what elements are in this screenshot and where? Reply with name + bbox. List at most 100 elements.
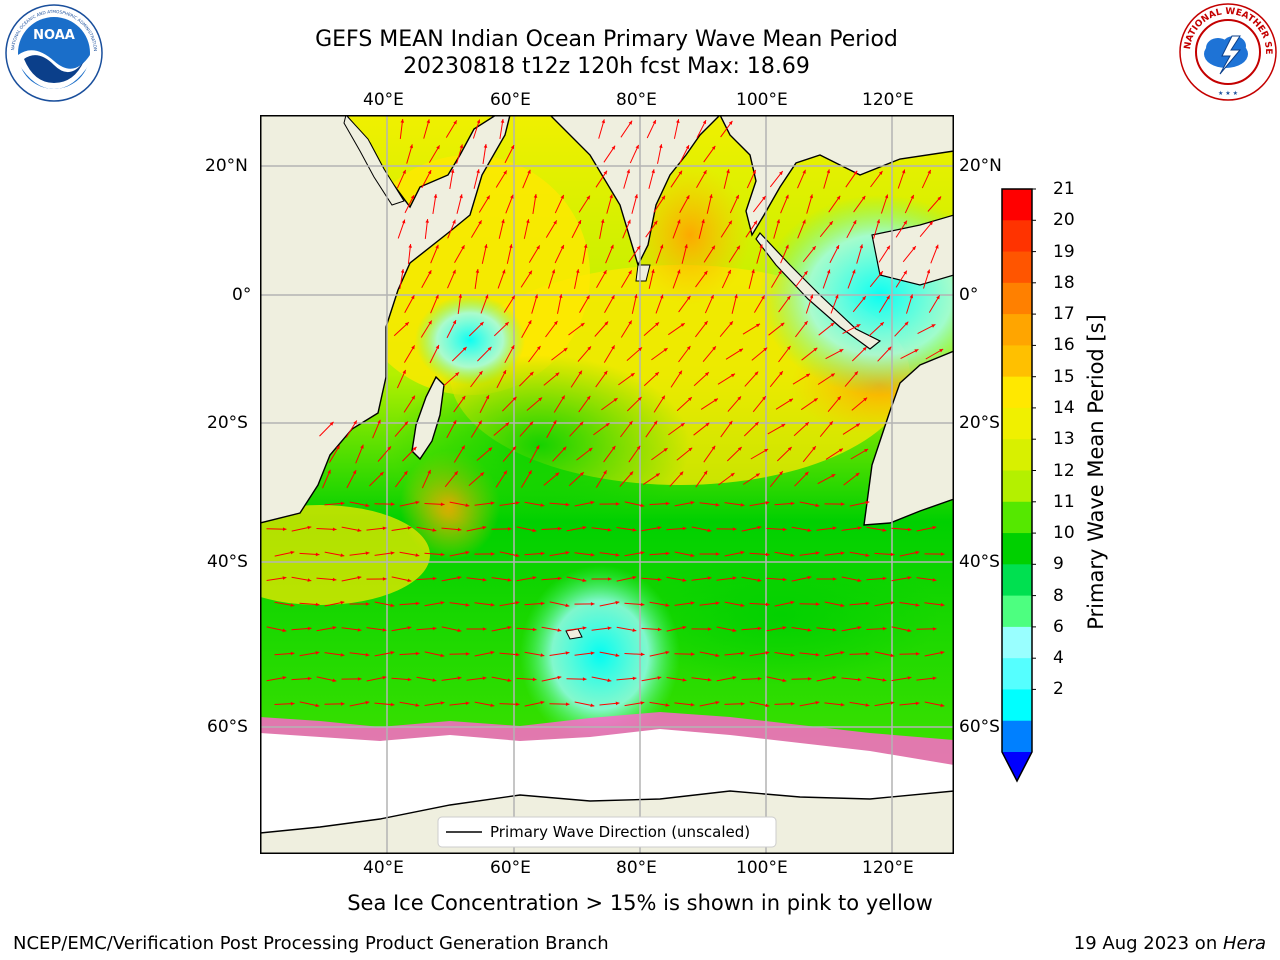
colorbar-outline (1001, 188, 1033, 783)
wave-arrowhead (728, 120, 733, 125)
sea-ice-caption: Sea Ice Concentration > 15% is shown in … (347, 891, 933, 915)
direction-legend: Primary Wave Direction (unscaled) (437, 816, 777, 848)
wave-arrowhead (936, 295, 940, 300)
wave-arrowhead (536, 245, 540, 250)
wave-arrowhead (482, 578, 487, 582)
wave-arrowhead (781, 424, 786, 428)
wave-arrowhead (512, 396, 517, 401)
wave-arrowhead (790, 653, 795, 657)
colorbar-tick-label: 18 (1053, 272, 1075, 293)
wave-arrowhead (806, 373, 810, 378)
noaa-logo: NOAA NATIONAL OCEANIC AND ATMOSPHERIC AD… (4, 3, 103, 102)
wave-arrowhead (411, 345, 415, 350)
map-frame (260, 115, 954, 854)
wave-arrowhead (332, 527, 337, 532)
colorbar-segment (1002, 345, 1032, 378)
wave-arrowhead (561, 395, 565, 400)
wave-arrowhead (452, 269, 456, 274)
wave-arrowhead (857, 578, 862, 583)
wave-arrowhead (340, 702, 345, 706)
wave-arrowhead (432, 678, 437, 682)
wave-arrowhead (807, 677, 812, 681)
wave-arrowhead (807, 575, 812, 580)
wave-arrowhead (804, 321, 808, 325)
wave-arrowhead (410, 195, 414, 200)
wave-arrowhead (382, 577, 387, 581)
wave-arrowhead (540, 653, 545, 657)
wave-arrowhead (764, 449, 769, 453)
wave-arrowhead (632, 676, 637, 681)
wave-arrowhead (329, 421, 334, 426)
wave-arrowhead (838, 448, 843, 453)
wave-arrowhead (787, 447, 792, 451)
wave-arrowhead (540, 551, 545, 556)
wave-arrowhead (839, 349, 844, 353)
wave-arrowhead (761, 295, 765, 300)
southeast-asia-land (719, 115, 954, 237)
wave-arrowhead (765, 651, 770, 655)
wave-arrowhead (615, 502, 620, 506)
wave-arrowhead (390, 651, 395, 655)
field-bay-of-bengal (630, 165, 750, 305)
wave-arrowhead (400, 119, 405, 123)
wave-arrowhead (676, 119, 680, 124)
wave-arrowhead (282, 676, 287, 680)
wave-arrowhead (452, 219, 456, 224)
red-sea-coast (343, 115, 405, 206)
wave-arrowhead (812, 246, 816, 251)
wave-arrowhead (636, 445, 641, 450)
wave-arrowhead (440, 502, 445, 507)
wave-arrowhead (332, 626, 337, 630)
wave-arrowhead (352, 470, 357, 475)
wave-arrowhead (855, 472, 860, 477)
wave-arrowhead (829, 221, 833, 226)
colorbar-segment (1002, 220, 1032, 253)
wave-arrowhead (307, 525, 312, 530)
wave-arrowhead (857, 526, 862, 530)
wave-arrowhead (577, 220, 581, 225)
wave-arrowhead (837, 396, 841, 401)
wave-arrowhead (458, 294, 463, 298)
footer-machine: Hera (1222, 933, 1266, 954)
colorbar-segment (1002, 251, 1032, 284)
footer-organization: NCEP/EMC/Verification Post Processing Pr… (13, 933, 609, 954)
wave-arrowhead (377, 419, 381, 424)
wave-arrowhead (688, 447, 693, 452)
wave-arrowhead (688, 397, 692, 401)
wave-arrowhead (890, 601, 895, 605)
wave-arrowhead (678, 170, 682, 175)
wave-arrowhead (540, 503, 545, 507)
svg-text:★ ★ ★: ★ ★ ★ (1218, 90, 1238, 97)
wave-arrowhead (360, 444, 364, 449)
wave-arrowhead (882, 528, 887, 532)
wave-arrowhead (830, 373, 835, 377)
wave-arrowhead (535, 445, 540, 450)
wave-arrowhead (876, 219, 880, 224)
wave-arrowhead (782, 577, 787, 582)
colorbar-segment (1002, 439, 1032, 471)
wave-arrowhead (737, 396, 741, 401)
colorbar-tick-label: 8 (1053, 585, 1064, 606)
wave-arrowhead (465, 503, 470, 507)
wave-arrowhead (427, 170, 432, 175)
wave-arrowhead (611, 445, 616, 450)
wave-arrowhead (402, 169, 406, 174)
wave-arrowhead (703, 270, 708, 275)
wave-arrowhead (751, 269, 755, 274)
colorbar-segment (1002, 314, 1032, 346)
wave-arrowhead (607, 577, 612, 581)
wave-arrowhead (582, 626, 587, 630)
wave-arrowhead (815, 503, 820, 508)
wave-arrowhead (532, 627, 537, 632)
wave-arrowhead (528, 270, 532, 275)
wave-arrowhead (815, 602, 820, 606)
colorbar-tick-label: 19 (1053, 241, 1075, 262)
wave-arrowhead (365, 700, 370, 705)
wave-arrowhead (607, 626, 612, 630)
wave-arrowhead (786, 295, 791, 300)
wave-arrowhead (452, 420, 457, 425)
wave-arrowhead (403, 471, 408, 475)
wave-arrowhead (836, 195, 841, 200)
wave-arrowhead (479, 322, 484, 326)
wave-arrowhead (862, 347, 867, 351)
